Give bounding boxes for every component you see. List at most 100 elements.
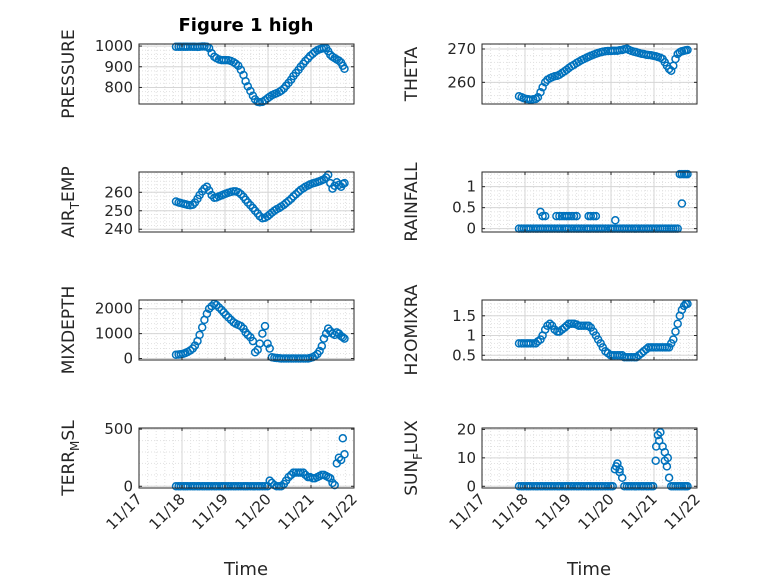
panel-terr-msl: 0 500 11/17 11/18 11/19 11/20 11/21 11/22 TERRMS… (59, 420, 361, 534)
h2omixra-data-point (671, 327, 680, 336)
terr-msl-y-tick-label: 0 (123, 477, 133, 495)
rainfall-data-point (683, 169, 692, 179)
mixdepth-data-point (260, 321, 270, 331)
mixdepth-data-point (338, 333, 348, 342)
mixdepth-data-point (219, 308, 228, 317)
h2omixra-tick-marks (481, 300, 698, 360)
pressure-y-axis-label: PRESSURE (59, 29, 79, 118)
sun-flux-tick-marks (481, 428, 698, 488)
rainfall-data-point (586, 211, 596, 221)
pressure-data-point (340, 64, 349, 74)
mixdepth-data-point (315, 346, 324, 356)
rainfall-data-point (591, 211, 601, 221)
rainfall-data-point (540, 211, 550, 221)
air-temp-y-tick-label: 240 (104, 220, 133, 238)
theta-series (514, 44, 692, 104)
h2omixra-data-point (673, 319, 682, 328)
h2omixra-data-point (564, 319, 574, 328)
sun-flux-y-axis-label: SUNFLUX (402, 420, 425, 496)
terr-msl-x-tick-label: 11/19 (189, 490, 232, 533)
rainfall-data-point (536, 207, 545, 217)
mixdepth-data-point (340, 334, 349, 343)
sun-flux-x-tick-label: 11/22 (661, 490, 704, 533)
terr-msl-series (171, 434, 349, 491)
air-temp-data-point (204, 186, 214, 195)
sun-flux-data-point (663, 453, 673, 463)
rainfall-minor-grid (482, 172, 697, 232)
terr-msl-tick-marks (138, 428, 355, 488)
pressure-minor-grid (139, 44, 354, 105)
rainfall-y-tick-label: 1 (466, 178, 476, 196)
mixdepth-data-point (190, 341, 200, 350)
theta-data-point (531, 94, 541, 104)
theta-y-tick-label: 260 (447, 73, 476, 91)
mixdepth-data-point (202, 309, 212, 318)
terr-msl-data-point (265, 476, 274, 485)
terr-msl-x-tick-label: 11/21 (275, 490, 318, 533)
mixdepth-data-point (265, 344, 274, 353)
h2omixra-data-point (562, 321, 571, 330)
terr-msl-data-point (299, 468, 308, 477)
rainfall-data-point (572, 211, 581, 221)
air-temp-tick-marks (138, 172, 355, 232)
mixdepth-data-point (250, 348, 260, 357)
air-temp-data-point (340, 178, 349, 188)
air-temp-y-tick-label: 250 (104, 202, 133, 220)
rainfall-data-point (552, 211, 561, 221)
mixdepth-series (171, 299, 349, 363)
terr-msl-y-axis-label: TERRMSL (59, 420, 82, 497)
terr-msl-x-tick-label: 11/22 (318, 490, 361, 533)
air-temp-major-grid (139, 172, 354, 232)
mixdepth-data-point (255, 339, 265, 348)
terr-msl-minor-grid (139, 428, 354, 488)
pressure-data-point (246, 86, 255, 96)
air-temp-data-point (286, 194, 296, 204)
rainfall-data-point (567, 211, 576, 221)
h2omixra-y-tick-label: 0.5 (452, 346, 476, 364)
mixdepth-data-point (236, 321, 246, 331)
pressure-series (171, 42, 349, 107)
h2omixra-data-point (526, 339, 535, 348)
x-axis-label-right: Time (566, 559, 611, 580)
h2omixra-data-point (567, 319, 576, 328)
air-temp-series (171, 170, 349, 223)
x-axis-label-left: Time (223, 559, 268, 580)
mixdepth-data-point (323, 324, 333, 333)
sun-flux-data-point (608, 482, 617, 491)
rainfall-data-point (538, 211, 547, 221)
sun-flux-x-tick-label: 11/19 (532, 490, 575, 533)
h2omixra-data-point (669, 335, 678, 344)
panel-rainfall: 0 0.5 1 RAINFALL (402, 162, 698, 242)
panel-h2omixra: 0.51 1.5 H2OMIXRA (402, 284, 698, 376)
sun-flux-data-point (656, 428, 665, 437)
air-temp-data-point (334, 180, 344, 190)
terr-msl-data-point (296, 468, 305, 477)
sun-flux-data-point (598, 482, 608, 491)
theta-tick-marks (481, 44, 698, 104)
terr-msl-y-tick-label: 500 (104, 420, 133, 438)
pressure-data-point (301, 56, 310, 66)
mixdepth-y-tick-label: 1000 (95, 325, 133, 343)
rainfall-data-point (569, 211, 579, 221)
mixdepth-data-point (212, 300, 221, 310)
mixdepth-y-tick-label: 0 (123, 350, 133, 368)
pressure-axes-box (138, 43, 355, 105)
pressure-y-tick-label: 1000 (95, 37, 133, 55)
air-temp-data-point (319, 175, 329, 184)
h2omixra-data-point (528, 339, 538, 348)
mixdepth-axes-box (138, 299, 355, 361)
theta-y-axis-label: THETA (402, 46, 422, 102)
mixdepth-data-point (197, 323, 207, 332)
theta-axes-box (481, 43, 698, 105)
theta-data-point (683, 45, 692, 55)
pressure-data-point (234, 61, 243, 70)
panel-pressure: 800 900 1000 PRESSURE (59, 29, 355, 119)
terr-msl-data-point (272, 482, 281, 491)
sun-flux-x-tick-label: 11/21 (618, 490, 661, 533)
rainfall-tick-marks (481, 172, 698, 232)
mixdepth-data-point (221, 310, 231, 320)
terr-msl-data-point (340, 450, 349, 459)
terr-msl-data-point (258, 482, 267, 491)
